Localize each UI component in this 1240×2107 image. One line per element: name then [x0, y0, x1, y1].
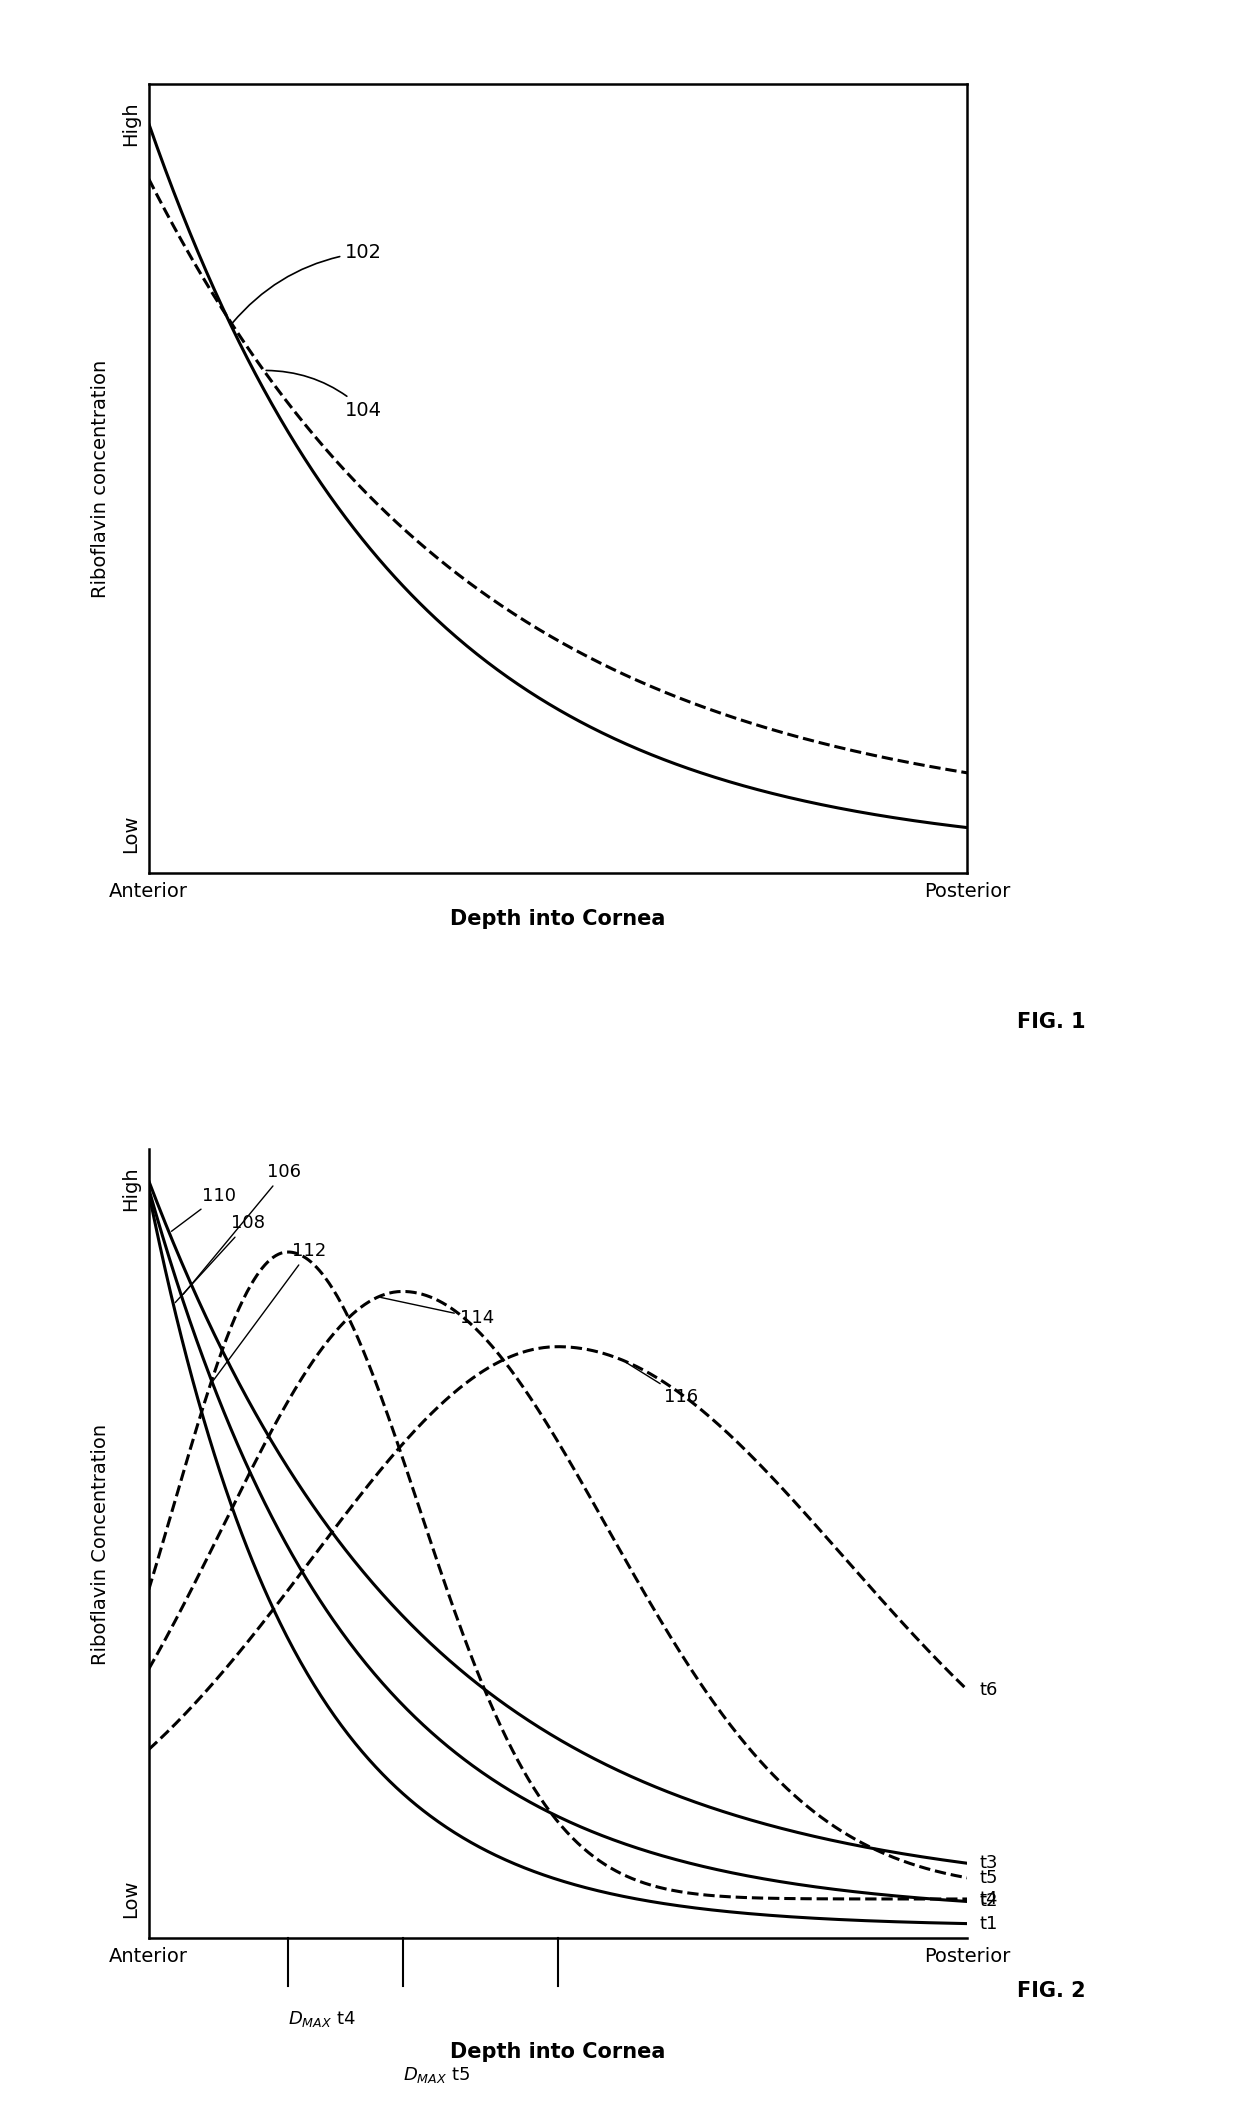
Text: t5: t5: [980, 1869, 998, 1886]
Text: $D_{MAX}$ t5: $D_{MAX}$ t5: [403, 2065, 470, 2084]
Text: t3: t3: [980, 1854, 998, 1873]
Text: 116: 116: [626, 1363, 698, 1405]
X-axis label: Depth into Cornea: Depth into Cornea: [450, 2042, 666, 2063]
Y-axis label: Riboflavin concentration: Riboflavin concentration: [92, 360, 110, 598]
Text: 112: 112: [212, 1241, 326, 1382]
Text: 114: 114: [381, 1298, 494, 1327]
Text: 108: 108: [175, 1214, 264, 1302]
Text: FIG. 1: FIG. 1: [1017, 1011, 1085, 1032]
Text: t2: t2: [980, 1892, 998, 1911]
Text: 110: 110: [171, 1186, 236, 1230]
Text: 102: 102: [232, 242, 382, 322]
Text: t4: t4: [980, 1890, 998, 1909]
Text: t1: t1: [980, 1915, 998, 1932]
Y-axis label: Riboflavin Concentration: Riboflavin Concentration: [92, 1424, 110, 1665]
Text: 106: 106: [184, 1163, 301, 1294]
Text: $D_{MAX}$ t4: $D_{MAX}$ t4: [288, 2010, 356, 2029]
Text: FIG. 2: FIG. 2: [1017, 1981, 1085, 2002]
Text: 104: 104: [267, 371, 382, 419]
X-axis label: Depth into Cornea: Depth into Cornea: [450, 908, 666, 929]
Text: t6: t6: [980, 1681, 998, 1698]
